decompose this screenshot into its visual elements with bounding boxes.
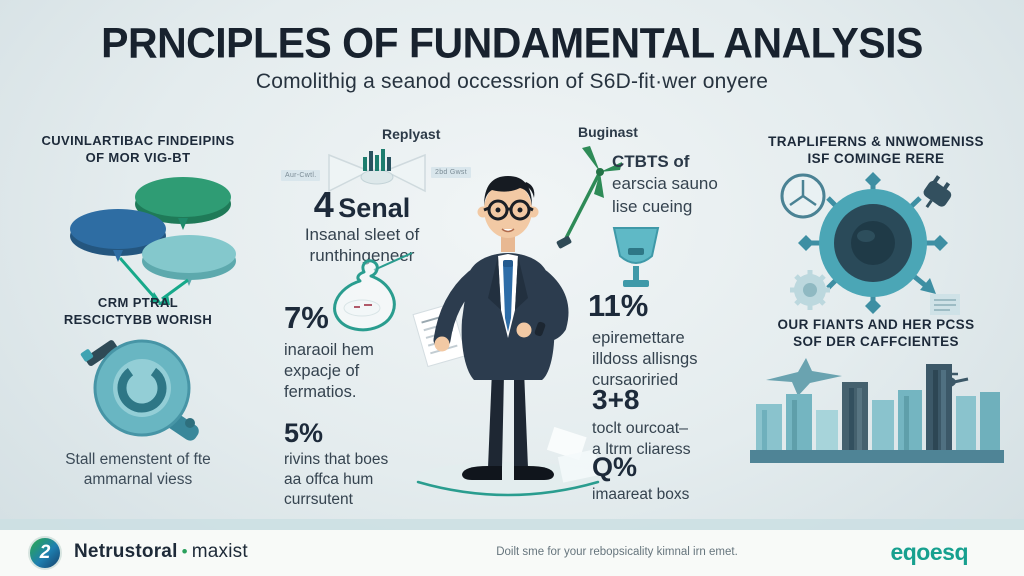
footer-wordmark: eqoesq: [890, 539, 968, 565]
turbine-satellite-icon: [780, 173, 826, 219]
col1-caption: Stall emenstent of fte ammarnal viess: [65, 451, 211, 488]
gear-satellite-icon: [790, 270, 830, 310]
wind-turbine-icon: [556, 146, 622, 249]
col4-heading: TRAPLIFERNS & NNWOMENISS ISF COMINGE RER…: [768, 134, 984, 166]
col3-stat1-value: 11%: [588, 288, 649, 323]
gauge-icon: [80, 339, 199, 441]
brand-logo-glyph: 2: [39, 542, 51, 563]
businessman-illustration: [412, 176, 601, 497]
brand-name-suffix: maxist: [191, 541, 248, 562]
footer-note: Doilt sme for your rebopsicality kimnal …: [496, 546, 738, 558]
col3-intro: CTBTS of earscia sauno lise cueing: [612, 152, 747, 218]
col3-stat1-desc: epiremettare illdoss allisngs cursaoriri…: [592, 329, 698, 389]
col3-stat2-value: 3+8: [592, 384, 640, 415]
city-skyline-illustration: [750, 358, 1004, 463]
disk-diagram-icon: [70, 177, 236, 305]
page-title: PRNCIPLES OF FUNDAMENTAL ANALYSIS: [101, 19, 923, 67]
footer-bar: 2 Netrustoral • maxist Doilt sme for your …: [0, 530, 1024, 576]
trophy-icon: [612, 227, 660, 287]
col2-label: Replyast: [382, 126, 441, 142]
col3-stat2-desc: toclt ourcoat– a ltrm cliaress: [592, 420, 691, 458]
hub-spokes-icon: [780, 172, 960, 315]
footer-divider-band: [0, 519, 1024, 530]
stat-unit: Senal: [338, 193, 411, 223]
col4-subheading: OUR FIANTS AND HER PCSS SOF DER CAFFCIEN…: [777, 317, 975, 349]
col2-stat1: 4 Senal: [272, 184, 452, 226]
col2-stat2-desc: inaraoil hem expacje of fermatios.: [284, 341, 374, 401]
scattered-papers-icon: [546, 426, 601, 483]
brand-name: Netrustoral • maxist: [74, 541, 248, 563]
col3-intro-rest: earscia sauno lise cueing: [612, 174, 718, 216]
col2-stat1-desc: Insanal sleet of runthingeneer: [304, 225, 420, 265]
col1-heading: CUVINLARTIBAC FINDEIPINS OF MOR VIG-BT: [41, 133, 235, 165]
col3-stat3-value: Q%: [592, 452, 638, 482]
page-subtitle: Comolithig a seanod occessrion of S6D-fi…: [255, 70, 769, 93]
col2-stat3-desc: rivins that boes aa offca hum currsutent: [284, 451, 389, 508]
col1-subheading: CRM PTRAL RESCICTYBB WORISH: [63, 295, 213, 327]
brand-name-main: Netrustoral: [74, 541, 178, 562]
col2-stat3-value: 5%: [284, 418, 324, 448]
col3-label: Buginast: [578, 124, 638, 140]
money-bag-icon: [333, 252, 413, 332]
chip-left-label: Aur-Cwtl.: [281, 170, 321, 181]
col3-stat3-desc: imaareat boxs: [592, 486, 690, 503]
document-satellite-icon: [930, 294, 960, 315]
col3-intro-strong: CTBTS of: [612, 152, 690, 171]
airplane-icon: [766, 358, 842, 396]
chip-right-label: 2bd Gwst: [431, 167, 471, 178]
brand-logo-icon: 2: [28, 536, 62, 570]
stat-value: 4: [313, 184, 334, 225]
brand-dot-icon: •: [181, 542, 188, 561]
plug-satellite-icon: [923, 175, 952, 208]
col2-stat2-value: 7%: [284, 300, 329, 335]
funnel-chart-icon: [328, 149, 426, 193]
